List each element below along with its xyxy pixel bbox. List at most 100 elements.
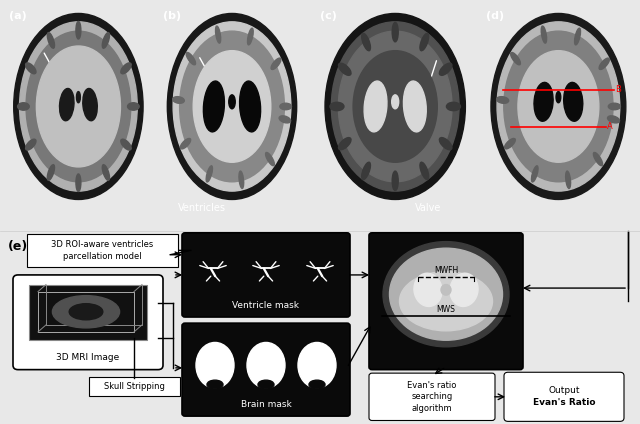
Text: MWS: MWS bbox=[436, 305, 456, 314]
Ellipse shape bbox=[47, 33, 54, 48]
Ellipse shape bbox=[362, 33, 371, 51]
Ellipse shape bbox=[70, 307, 83, 317]
Text: Skull Stripping: Skull Stripping bbox=[104, 382, 164, 391]
Ellipse shape bbox=[83, 89, 97, 121]
FancyBboxPatch shape bbox=[182, 323, 350, 416]
Text: Output: Output bbox=[548, 386, 580, 395]
Ellipse shape bbox=[239, 81, 260, 132]
Text: Ventricle mask: Ventricle mask bbox=[232, 301, 300, 310]
Ellipse shape bbox=[392, 95, 399, 109]
Ellipse shape bbox=[440, 138, 452, 150]
Text: (e): (e) bbox=[8, 240, 28, 254]
Ellipse shape bbox=[102, 33, 109, 48]
Ellipse shape bbox=[491, 14, 626, 199]
Ellipse shape bbox=[440, 63, 452, 75]
Text: Ventricles: Ventricles bbox=[178, 203, 226, 213]
FancyBboxPatch shape bbox=[29, 285, 147, 340]
Ellipse shape bbox=[511, 53, 520, 65]
Ellipse shape bbox=[392, 22, 398, 42]
Ellipse shape bbox=[566, 171, 571, 188]
Ellipse shape bbox=[193, 50, 271, 162]
Ellipse shape bbox=[36, 46, 120, 167]
Ellipse shape bbox=[76, 22, 81, 39]
Text: MWFH: MWFH bbox=[434, 266, 458, 275]
Ellipse shape bbox=[13, 14, 143, 199]
Ellipse shape bbox=[271, 58, 281, 70]
Ellipse shape bbox=[420, 162, 429, 180]
Ellipse shape bbox=[180, 31, 284, 182]
Ellipse shape bbox=[531, 166, 538, 182]
Ellipse shape bbox=[102, 165, 109, 180]
Ellipse shape bbox=[339, 63, 351, 75]
Ellipse shape bbox=[497, 22, 620, 191]
Ellipse shape bbox=[414, 273, 442, 307]
FancyBboxPatch shape bbox=[369, 373, 495, 421]
Ellipse shape bbox=[534, 82, 553, 121]
Ellipse shape bbox=[239, 171, 244, 188]
Ellipse shape bbox=[216, 26, 221, 43]
Ellipse shape bbox=[173, 22, 291, 191]
Ellipse shape bbox=[173, 97, 184, 103]
Text: 3D ROI-aware ventricles
parcellation model: 3D ROI-aware ventricles parcellation mod… bbox=[51, 240, 153, 261]
Ellipse shape bbox=[325, 14, 465, 199]
Ellipse shape bbox=[497, 97, 509, 103]
Ellipse shape bbox=[518, 50, 599, 162]
Ellipse shape bbox=[504, 139, 515, 149]
Ellipse shape bbox=[447, 102, 460, 111]
Ellipse shape bbox=[26, 31, 131, 182]
Ellipse shape bbox=[228, 95, 236, 109]
Text: A: A bbox=[607, 123, 612, 131]
Ellipse shape bbox=[332, 22, 459, 191]
Ellipse shape bbox=[247, 343, 285, 388]
Ellipse shape bbox=[450, 273, 478, 307]
Ellipse shape bbox=[330, 102, 344, 111]
FancyBboxPatch shape bbox=[182, 233, 350, 317]
Ellipse shape bbox=[362, 162, 371, 180]
Ellipse shape bbox=[76, 174, 81, 192]
Ellipse shape bbox=[60, 89, 74, 121]
Ellipse shape bbox=[196, 343, 234, 388]
Ellipse shape bbox=[541, 26, 547, 43]
Ellipse shape bbox=[47, 165, 54, 180]
Ellipse shape bbox=[26, 139, 36, 150]
Text: (a): (a) bbox=[9, 11, 27, 21]
Ellipse shape bbox=[280, 103, 291, 110]
Ellipse shape bbox=[204, 81, 225, 132]
FancyBboxPatch shape bbox=[88, 377, 179, 396]
Ellipse shape bbox=[89, 307, 102, 317]
Ellipse shape bbox=[121, 63, 131, 74]
Ellipse shape bbox=[390, 248, 502, 340]
Ellipse shape bbox=[248, 28, 253, 45]
Ellipse shape bbox=[279, 116, 291, 123]
Ellipse shape bbox=[180, 139, 191, 149]
FancyBboxPatch shape bbox=[26, 234, 177, 267]
Ellipse shape bbox=[599, 58, 609, 70]
Ellipse shape bbox=[339, 138, 351, 150]
Ellipse shape bbox=[52, 296, 120, 328]
Text: Evan's Ratio: Evan's Ratio bbox=[532, 399, 595, 407]
Text: (b): (b) bbox=[163, 11, 181, 21]
Ellipse shape bbox=[127, 103, 139, 110]
Ellipse shape bbox=[258, 380, 274, 389]
Text: Valve: Valve bbox=[415, 203, 441, 213]
Ellipse shape bbox=[309, 380, 325, 389]
Text: Brain mask: Brain mask bbox=[241, 400, 291, 409]
Ellipse shape bbox=[392, 171, 398, 191]
Ellipse shape bbox=[383, 242, 509, 347]
Ellipse shape bbox=[441, 285, 451, 295]
Ellipse shape bbox=[364, 81, 387, 132]
Ellipse shape bbox=[339, 31, 452, 182]
Ellipse shape bbox=[420, 33, 429, 51]
Ellipse shape bbox=[167, 14, 297, 199]
Ellipse shape bbox=[607, 116, 620, 123]
Ellipse shape bbox=[266, 153, 275, 166]
Ellipse shape bbox=[186, 53, 196, 65]
Ellipse shape bbox=[76, 92, 81, 103]
Text: Evan's ratio
searching
algorithm: Evan's ratio searching algorithm bbox=[407, 380, 457, 413]
Ellipse shape bbox=[353, 50, 437, 162]
Ellipse shape bbox=[403, 81, 426, 132]
Ellipse shape bbox=[575, 28, 580, 45]
Ellipse shape bbox=[399, 272, 493, 331]
Ellipse shape bbox=[206, 166, 212, 182]
FancyBboxPatch shape bbox=[369, 233, 523, 370]
